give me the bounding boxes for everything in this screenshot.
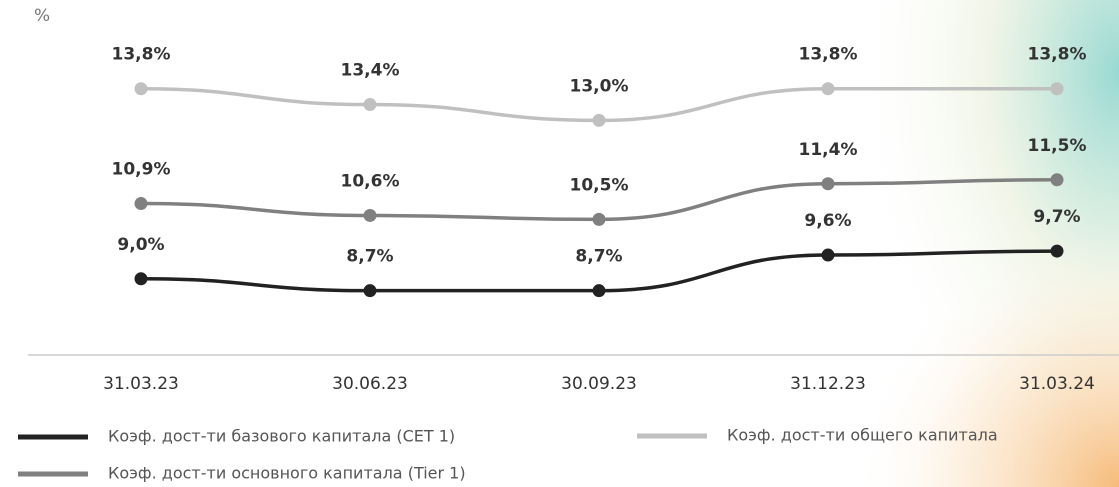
data-point <box>592 284 606 298</box>
legend-label: Коэф. дост-ти основного капитала (Tier 1… <box>108 464 466 483</box>
x-tick-label: 31.12.23 <box>790 374 866 394</box>
data-label: 13,0% <box>570 76 629 96</box>
x-tick-label: 30.09.23 <box>561 374 637 394</box>
data-label: 13,8% <box>799 45 858 65</box>
data-point <box>821 82 835 96</box>
data-label: 10,9% <box>112 160 171 180</box>
data-label: 13,8% <box>112 45 171 65</box>
data-point <box>363 284 377 298</box>
data-point <box>363 98 377 112</box>
legend-label: Коэф. дост-ти общего капитала <box>727 426 998 445</box>
data-point <box>134 82 148 96</box>
x-tick-label: 31.03.24 <box>1019 374 1095 394</box>
data-label: 13,8% <box>1028 45 1087 65</box>
background-glow <box>820 200 1119 487</box>
data-label: 13,4% <box>341 61 400 81</box>
data-label: 11,5% <box>1028 136 1087 156</box>
data-point <box>363 208 377 222</box>
data-point <box>592 113 606 127</box>
data-point <box>592 212 606 226</box>
data-point <box>1050 244 1064 258</box>
data-point <box>821 248 835 262</box>
y-axis-label: % <box>34 6 50 26</box>
data-point <box>134 272 148 286</box>
data-label: 11,4% <box>799 140 858 160</box>
data-label: 8,7% <box>346 247 393 267</box>
x-tick-label: 30.06.23 <box>332 374 408 394</box>
data-label: 9,7% <box>1033 207 1080 227</box>
data-point <box>1050 173 1064 187</box>
data-label: 8,7% <box>575 247 622 267</box>
data-label: 9,6% <box>804 211 851 231</box>
data-label: 9,0% <box>117 235 164 255</box>
data-label: 10,5% <box>570 175 629 195</box>
data-point <box>1050 82 1064 96</box>
data-label: 10,6% <box>341 171 400 191</box>
x-tick-label: 31.03.23 <box>103 374 179 394</box>
legend-label: Коэф. дост-ти базового капитала (CET 1) <box>108 427 455 446</box>
data-point <box>134 197 148 211</box>
data-point <box>821 177 835 191</box>
